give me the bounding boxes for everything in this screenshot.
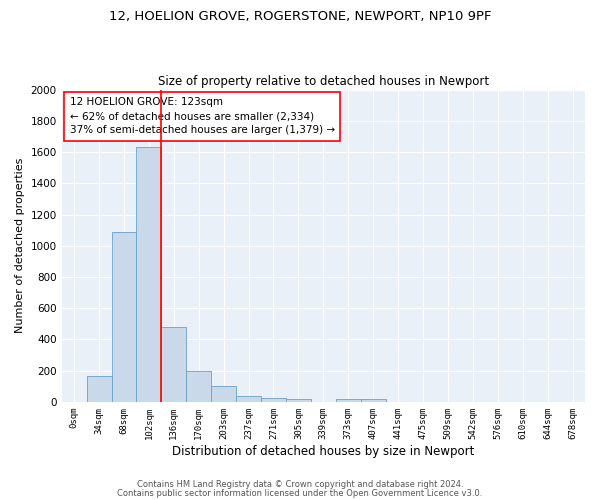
X-axis label: Distribution of detached houses by size in Newport: Distribution of detached houses by size … xyxy=(172,444,475,458)
Y-axis label: Number of detached properties: Number of detached properties xyxy=(15,158,25,334)
Text: 12 HOELION GROVE: 123sqm
← 62% of detached houses are smaller (2,334)
37% of sem: 12 HOELION GROVE: 123sqm ← 62% of detach… xyxy=(70,98,335,136)
Bar xyxy=(161,327,186,402)
Text: Contains public sector information licensed under the Open Government Licence v3: Contains public sector information licen… xyxy=(118,488,482,498)
Bar xyxy=(236,396,261,402)
Bar xyxy=(361,398,386,402)
Bar xyxy=(211,386,236,402)
Title: Size of property relative to detached houses in Newport: Size of property relative to detached ho… xyxy=(158,76,489,88)
Bar xyxy=(186,370,211,402)
Bar xyxy=(86,376,112,402)
Bar xyxy=(112,232,136,402)
Bar xyxy=(286,398,311,402)
Bar xyxy=(261,398,286,402)
Bar xyxy=(136,148,161,402)
Text: Contains HM Land Registry data © Crown copyright and database right 2024.: Contains HM Land Registry data © Crown c… xyxy=(137,480,463,489)
Bar xyxy=(336,400,361,402)
Text: 12, HOELION GROVE, ROGERSTONE, NEWPORT, NP10 9PF: 12, HOELION GROVE, ROGERSTONE, NEWPORT, … xyxy=(109,10,491,23)
